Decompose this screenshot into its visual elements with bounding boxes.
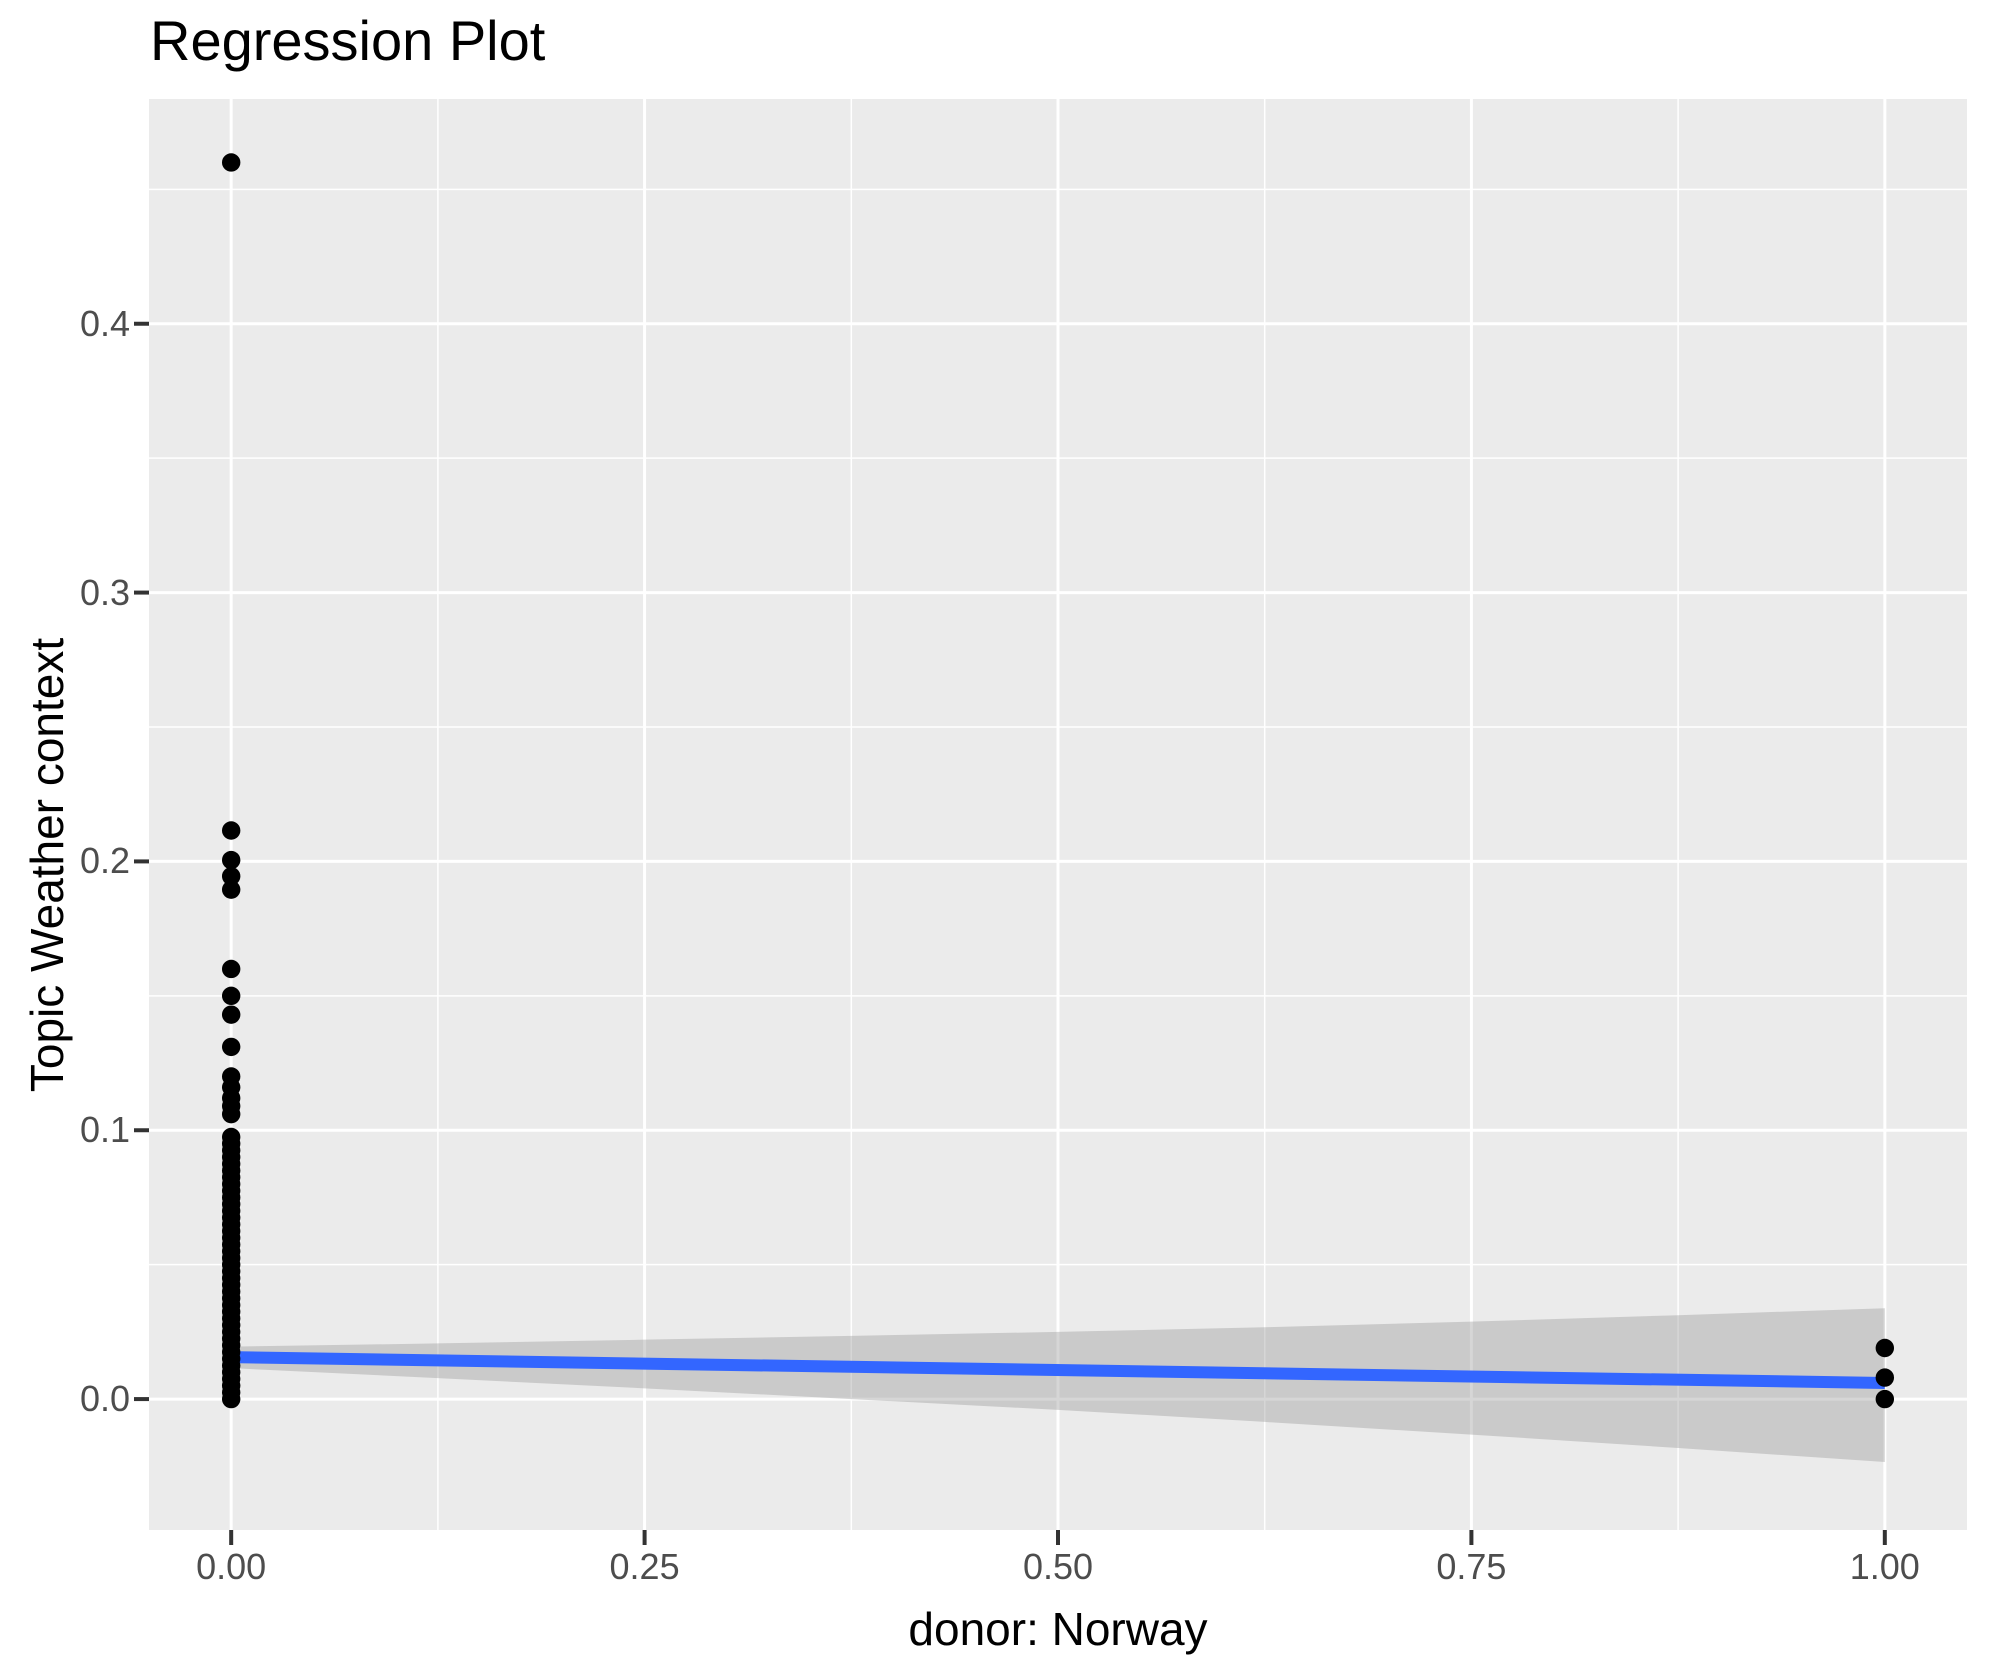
- plot-title: Regression Plot: [150, 9, 546, 72]
- scatter-point: [221, 153, 241, 172]
- scatter-point: [221, 821, 241, 840]
- scatter-point: [1875, 1389, 1895, 1409]
- scatter-point: [1875, 1338, 1895, 1358]
- scatter-point: [221, 1037, 241, 1057]
- scatter-point: [221, 880, 241, 899]
- x-tick-label: 0.00: [196, 1546, 267, 1587]
- x-tick-label: 0.25: [609, 1546, 680, 1587]
- scatter-point: [221, 866, 241, 886]
- scatter-point: [221, 986, 241, 1006]
- y-tick-label: 0.4: [79, 302, 130, 344]
- y-tick-label: 0.3: [79, 571, 130, 613]
- x-tick-label: 0.50: [1022, 1546, 1094, 1587]
- x-tick-label: 0.75: [1436, 1546, 1507, 1587]
- scatter-point: [221, 959, 241, 979]
- y-tick-label: 0.2: [79, 840, 130, 882]
- scatter-point: [1875, 1368, 1895, 1387]
- x-axis-title: donor: Norway: [908, 1603, 1208, 1655]
- regression-line: [231, 1351, 1885, 1389]
- x-tick-label: 1.00: [1849, 1546, 1920, 1587]
- y-axis-title: Topic Weather context: [21, 637, 73, 1093]
- scatter-point: [221, 850, 241, 870]
- scatter-point: [221, 1067, 241, 1086]
- y-tick-label: 0.1: [79, 1109, 130, 1151]
- scatter-point: [221, 1127, 241, 1147]
- confidence-band: [231, 1308, 1885, 1462]
- scatter-point: [221, 1005, 241, 1024]
- y-tick-label: 0.0: [79, 1378, 130, 1420]
